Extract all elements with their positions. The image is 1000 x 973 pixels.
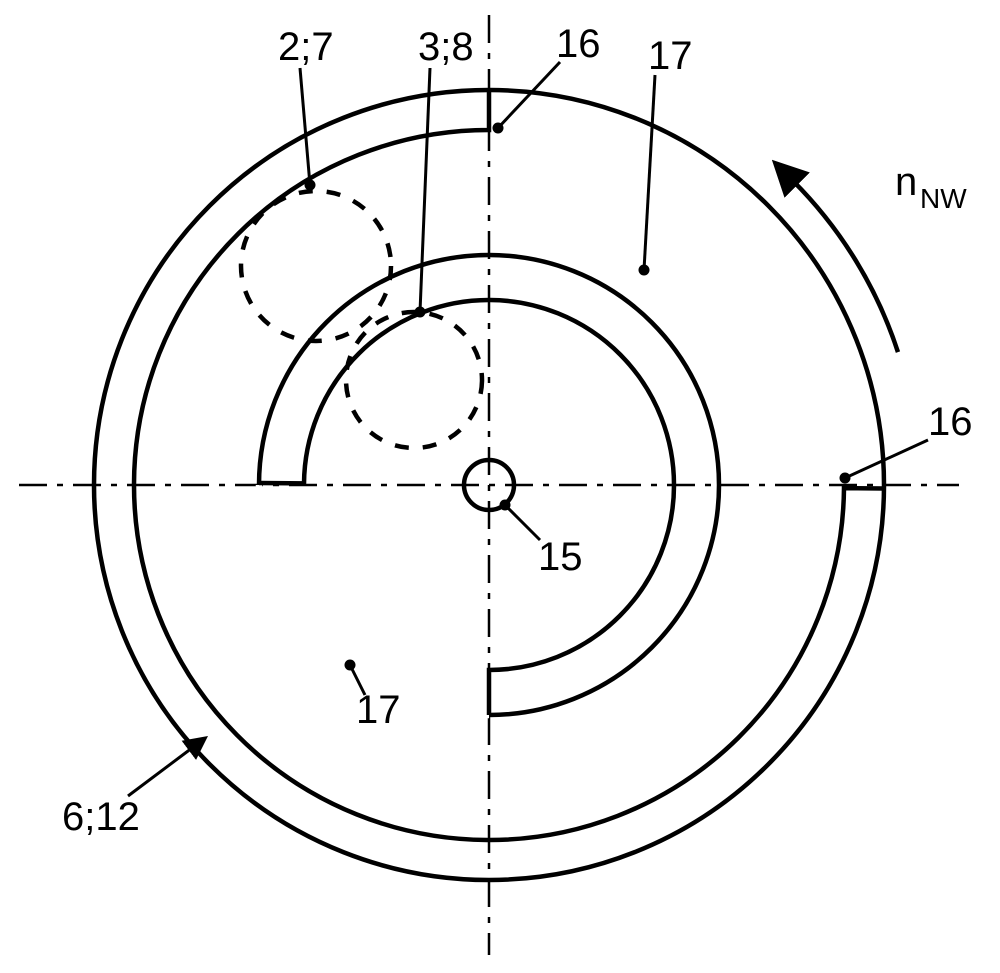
rotation-arrow: [793, 181, 898, 352]
leader-dot-l17b: [345, 660, 356, 671]
mid-groove: [259, 300, 674, 715]
leader-l38: [420, 68, 430, 312]
dash-circle-inner: [346, 312, 482, 448]
mid-circle-mask: [259, 485, 489, 715]
rotation-label-sub: NW: [920, 183, 967, 214]
leader-dot-l15: [500, 500, 511, 511]
leader-dot-l17a: [639, 265, 650, 276]
leader-dot-l27: [305, 180, 316, 191]
leader-dot-l38: [415, 307, 426, 318]
ref-label-l15: 15: [538, 535, 583, 579]
ref-label-l17b: 17: [356, 688, 401, 732]
rotation-label: n: [895, 160, 917, 204]
leader-l16b: [845, 440, 928, 478]
technical-drawing: nNW 2;7 3;8 16 17 16 15 17 6;12: [0, 0, 1000, 973]
leader-l27: [300, 68, 310, 185]
ref-label-l16a: 16: [556, 22, 601, 66]
leader-l15: [505, 505, 540, 540]
ref-label-l17a: 17: [648, 34, 693, 78]
leader-dot-l16a: [493, 123, 504, 134]
ref-label-l38: 3;8: [418, 25, 474, 69]
ref-label-l16b: 16: [928, 400, 973, 444]
ref-label-l27: 2;7: [278, 25, 334, 69]
outer-groove: [134, 90, 884, 840]
leader-dot-l16b: [840, 473, 851, 484]
leader-arrow-l612: [128, 748, 192, 796]
leader-l17a: [644, 75, 655, 270]
ref-label-l612: 6;12: [62, 795, 140, 839]
